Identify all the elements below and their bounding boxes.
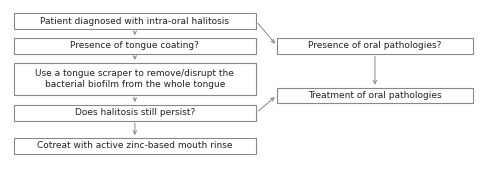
FancyBboxPatch shape xyxy=(14,105,256,121)
Text: Treatment of oral pathologies: Treatment of oral pathologies xyxy=(308,91,442,100)
FancyBboxPatch shape xyxy=(14,38,256,54)
Text: Cotreat with active zinc-based mouth rinse: Cotreat with active zinc-based mouth rin… xyxy=(37,141,232,150)
Text: Presence of oral pathologies?: Presence of oral pathologies? xyxy=(308,41,442,50)
Text: Does halitosis still persist?: Does halitosis still persist? xyxy=(74,108,195,117)
FancyBboxPatch shape xyxy=(277,38,473,54)
FancyBboxPatch shape xyxy=(14,63,256,95)
Text: Use a tongue scraper to remove/disrupt the
bacterial biofilm from the whole tong: Use a tongue scraper to remove/disrupt t… xyxy=(36,69,234,89)
FancyBboxPatch shape xyxy=(277,88,473,103)
FancyBboxPatch shape xyxy=(14,138,256,154)
FancyBboxPatch shape xyxy=(14,13,256,29)
Text: Patient diagnosed with intra-oral halitosis: Patient diagnosed with intra-oral halito… xyxy=(40,17,230,26)
Text: Presence of tongue coating?: Presence of tongue coating? xyxy=(70,41,200,50)
